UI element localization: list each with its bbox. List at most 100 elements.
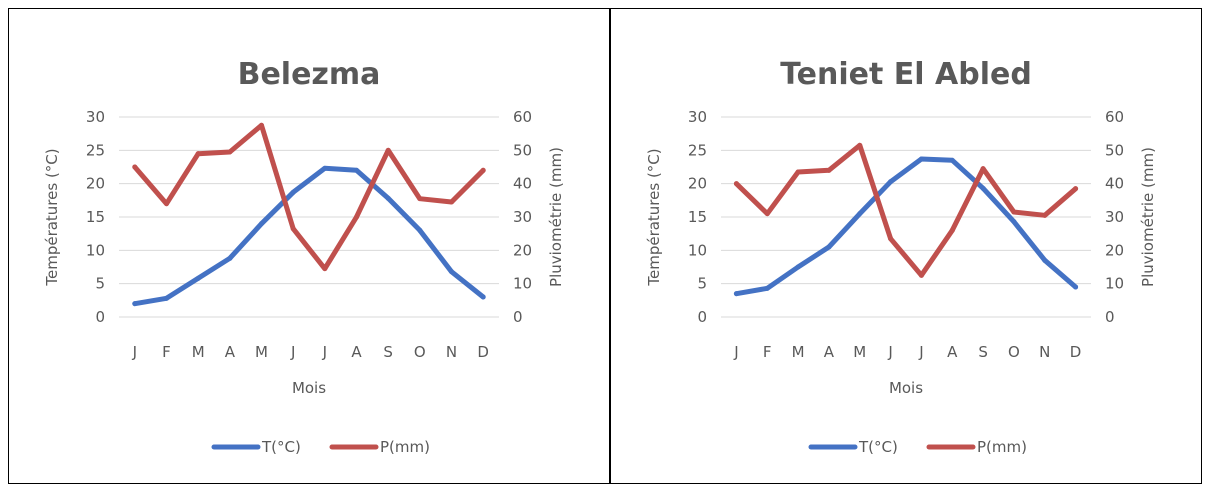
y2-tick-label: 0 bbox=[513, 308, 523, 326]
data-point-p-mm bbox=[980, 166, 986, 172]
x-tick-label: M bbox=[853, 343, 866, 361]
x-tick-label: A bbox=[947, 343, 958, 361]
data-point-t-c bbox=[290, 189, 296, 195]
y-tick-label: 10 bbox=[86, 241, 105, 259]
y2-tick-label: 10 bbox=[1105, 275, 1124, 293]
series-line-t-c bbox=[733, 156, 1079, 297]
x-tick-label: J bbox=[132, 343, 137, 361]
data-point-t-c bbox=[949, 157, 955, 163]
y-tick-label: 15 bbox=[688, 208, 707, 226]
chart-panel-teniet-el-abled: Teniet El Abled 0 5 10 15 20 25 30 0 10 20 30 40 50 60… bbox=[610, 8, 1202, 484]
data-point-p-mm bbox=[227, 149, 233, 155]
y-axis-title: Températures (°C) bbox=[43, 148, 61, 286]
y-tick-label: 15 bbox=[86, 208, 105, 226]
data-point-t-c bbox=[227, 255, 233, 261]
data-point-t-c bbox=[888, 179, 894, 185]
y2-tick-label: 50 bbox=[1105, 141, 1124, 159]
data-point-t-c bbox=[1042, 257, 1048, 263]
x-tick-label: S bbox=[383, 343, 393, 361]
y-tick-label: 30 bbox=[688, 108, 707, 126]
x-tick-label: O bbox=[414, 343, 426, 361]
data-point-t-c bbox=[480, 294, 486, 300]
y2-tick-label: 30 bbox=[1105, 208, 1124, 226]
chart-belezma: Belezma 0 5 10 15 20 25 30 0 10 20 30 40 50 60 J F M A M J J A… bbox=[43, 57, 565, 456]
y-tick-label: 20 bbox=[86, 175, 105, 193]
legend-label-t-c: T(°C) bbox=[858, 438, 898, 456]
data-point-t-c bbox=[1011, 219, 1017, 225]
data-point-t-c bbox=[857, 211, 863, 217]
chart-title: Teniet El Abled bbox=[780, 57, 1032, 92]
data-point-t-c bbox=[1073, 284, 1079, 290]
y-tick-label: 5 bbox=[697, 275, 707, 293]
y2-tick-label: 30 bbox=[513, 208, 532, 226]
y-axis-title: Températures (°C) bbox=[645, 148, 663, 286]
chart-panel-belezma: Belezma 0 5 10 15 20 25 30 0 10 20 30 40 50 60 J F M A M J J A… bbox=[8, 8, 610, 484]
y2-tick-label: 60 bbox=[513, 108, 532, 126]
y2-axis-title: Pluviométrie (mm) bbox=[547, 147, 565, 287]
x-axis-title: Mois bbox=[292, 379, 326, 397]
data-point-t-c bbox=[980, 185, 986, 191]
series-line-p-mm bbox=[132, 122, 486, 272]
y2-tick-label: 20 bbox=[513, 241, 532, 259]
x-tick-label: J bbox=[322, 343, 327, 361]
legend-label-p-mm: P(mm) bbox=[977, 438, 1027, 456]
y2-tick-label: 40 bbox=[513, 175, 532, 193]
data-point-t-c bbox=[259, 221, 264, 227]
data-point-p-mm bbox=[480, 167, 486, 173]
data-point-p-mm bbox=[888, 236, 894, 242]
x-tick-label: A bbox=[351, 343, 362, 361]
x-tick-label: N bbox=[1039, 343, 1050, 361]
data-point-t-c bbox=[322, 165, 328, 171]
x-tick-label: M bbox=[792, 343, 805, 361]
data-point-p-mm bbox=[949, 227, 955, 233]
x-tick-label: A bbox=[225, 343, 236, 361]
data-point-t-c bbox=[918, 156, 924, 162]
x-axis-title: Mois bbox=[889, 379, 923, 397]
legend-label-t-c: T(°C) bbox=[261, 438, 301, 456]
data-point-p-mm bbox=[918, 272, 924, 278]
data-point-t-c bbox=[449, 269, 454, 275]
y-tick-label: 10 bbox=[688, 241, 707, 259]
data-point-p-mm bbox=[354, 214, 359, 220]
y2-tick-label: 10 bbox=[513, 275, 532, 293]
data-point-t-c bbox=[164, 295, 169, 301]
y2-tick-label: 20 bbox=[1105, 241, 1124, 259]
x-tick-label: J bbox=[887, 343, 892, 361]
x-tick-label: M bbox=[192, 343, 205, 361]
y2-tick-label: 50 bbox=[513, 141, 532, 159]
data-point-p-mm bbox=[449, 199, 454, 205]
x-tick-label: A bbox=[824, 343, 835, 361]
x-tick-label: M bbox=[255, 343, 268, 361]
data-point-t-c bbox=[195, 275, 201, 281]
y2-tick-label: 0 bbox=[1105, 308, 1115, 326]
data-point-p-mm bbox=[164, 201, 169, 207]
data-point-t-c bbox=[385, 195, 391, 201]
y-tick-label: 20 bbox=[688, 175, 707, 193]
series-line-t-c bbox=[132, 165, 486, 307]
data-point-p-mm bbox=[259, 122, 264, 128]
chart-teniet-el-abled: Teniet El Abled 0 5 10 15 20 25 30 0 10 20 30 40 50 60… bbox=[645, 57, 1157, 456]
data-point-t-c bbox=[132, 301, 138, 307]
data-point-t-c bbox=[733, 291, 739, 297]
data-point-p-mm bbox=[795, 169, 801, 175]
data-point-p-mm bbox=[290, 226, 296, 232]
data-point-p-mm bbox=[857, 142, 863, 148]
y2-axis-title: Pluviométrie (mm) bbox=[1139, 147, 1157, 287]
y-tick-label: 25 bbox=[688, 141, 707, 159]
data-point-p-mm bbox=[417, 196, 423, 202]
data-point-p-mm bbox=[132, 164, 138, 170]
data-point-p-mm bbox=[385, 147, 391, 153]
data-point-p-mm bbox=[1011, 209, 1017, 215]
y-tick-label: 0 bbox=[697, 308, 707, 326]
data-point-p-mm bbox=[322, 266, 328, 272]
data-point-p-mm bbox=[195, 151, 201, 157]
data-point-p-mm bbox=[733, 181, 739, 187]
x-tick-label: J bbox=[733, 343, 738, 361]
x-tick-label: N bbox=[446, 343, 457, 361]
y-tick-label: 25 bbox=[86, 141, 105, 159]
data-point-t-c bbox=[826, 244, 832, 250]
data-point-t-c bbox=[795, 264, 801, 270]
x-tick-label: D bbox=[477, 343, 489, 361]
data-point-t-c bbox=[354, 167, 359, 173]
y2-tick-label: 40 bbox=[1105, 175, 1124, 193]
